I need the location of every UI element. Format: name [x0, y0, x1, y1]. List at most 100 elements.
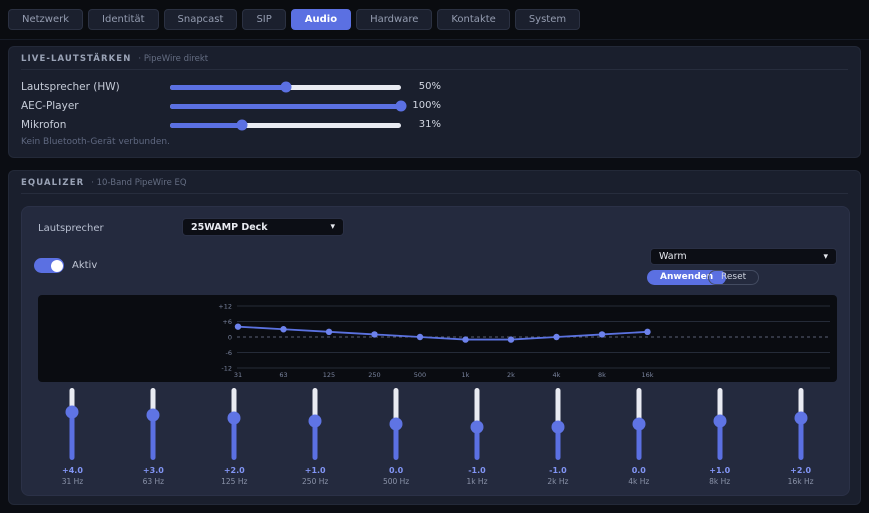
svg-text:63: 63	[279, 371, 287, 379]
band-gain-value: 0.0	[388, 466, 404, 475]
svg-text:2k: 2k	[507, 371, 515, 379]
tab-audio[interactable]: Audio	[290, 9, 352, 30]
band-track	[474, 388, 480, 460]
band-thumb[interactable]	[713, 414, 727, 428]
toggle-knob	[50, 259, 63, 272]
tab-sip[interactable]: SIP	[242, 9, 286, 30]
tab-hardware[interactable]: Hardware	[356, 9, 433, 30]
band-track	[312, 388, 318, 460]
band-track	[393, 388, 399, 460]
band-thumb[interactable]	[470, 420, 484, 434]
eq-band: +2.0 16k Hz	[760, 388, 841, 490]
eq-band: +1.0 8k Hz	[679, 388, 760, 490]
band-thumb[interactable]	[146, 408, 160, 422]
volume-row: AEC-Player 100%	[21, 97, 848, 115]
eq-active-label: Aktiv	[72, 260, 98, 271]
band-thumb[interactable]	[308, 414, 322, 428]
preset-value: Warm	[659, 251, 687, 262]
eq-band: 0.0 4k Hz	[598, 388, 679, 490]
tab-snapcast[interactable]: Snapcast	[163, 9, 238, 30]
volume-label: AEC-Player	[21, 100, 79, 112]
band-thumb[interactable]	[632, 417, 646, 431]
eq-band: +1.0 250 Hz	[275, 388, 356, 490]
band-frequency: 63 Hz	[142, 477, 165, 486]
volume-value: 31%	[418, 119, 441, 130]
eq-band: -1.0 2k Hz	[517, 388, 598, 490]
slider-thumb[interactable]	[236, 119, 248, 131]
eq-band-slider[interactable]	[389, 388, 403, 460]
tab-kontakte[interactable]: Kontakte	[437, 9, 510, 30]
output-device-select[interactable]: 25WAMP Deck ▾	[182, 218, 344, 236]
eq-bands: +4.0 31 Hz +3.0 63 Hz +2.0 125 Hz +1.0 250 Hz 0.…	[32, 388, 841, 490]
svg-text:0: 0	[228, 333, 232, 341]
eq-band-slider[interactable]	[470, 388, 484, 460]
band-track	[717, 388, 723, 460]
equalizer-title: EQUALIZER	[21, 178, 85, 188]
band-thumb[interactable]	[65, 405, 79, 419]
apply-button[interactable]: Anwenden	[647, 270, 727, 285]
eq-band-slider[interactable]	[713, 388, 727, 460]
chevron-down-icon: ▾	[823, 251, 828, 262]
equalizer-panel: Lautsprecher 25WAMP Deck ▾ Warm ▾ Aktiv …	[21, 206, 850, 496]
eq-band: -1.0 1k Hz	[437, 388, 518, 490]
band-thumb[interactable]	[227, 411, 241, 425]
svg-text:8k: 8k	[598, 371, 606, 379]
eq-band: +2.0 125 Hz	[194, 388, 275, 490]
eq-band-slider[interactable]	[632, 388, 646, 460]
volume-slider[interactable]	[170, 119, 401, 131]
band-frequency: 16k Hz	[787, 477, 814, 486]
chevron-down-icon: ▾	[330, 222, 335, 232]
svg-text:-12: -12	[221, 364, 232, 372]
eq-band-slider[interactable]	[65, 388, 79, 460]
equalizer-header: EQUALIZER · 10-Band PipeWire EQ	[21, 178, 187, 188]
band-thumb[interactable]	[551, 420, 565, 434]
tab-system[interactable]: System	[514, 9, 581, 30]
band-gain-value: +2.0	[223, 466, 245, 475]
slider-thumb[interactable]	[395, 100, 407, 112]
band-track	[231, 388, 237, 460]
eq-band-slider[interactable]	[308, 388, 322, 460]
volume-row: Lautsprecher (HW) 50%	[21, 78, 848, 96]
band-frequency: 250 Hz	[302, 477, 329, 486]
volume-row: Mikrofon 31%	[21, 116, 848, 134]
svg-text:4k: 4k	[553, 371, 561, 379]
band-frequency: 31 Hz	[61, 477, 84, 486]
eq-band-slider[interactable]	[146, 388, 160, 460]
eq-band-slider[interactable]	[227, 388, 241, 460]
preset-select[interactable]: Warm ▾	[650, 248, 837, 265]
band-gain-value: +4.0	[62, 466, 83, 475]
band-track	[69, 388, 75, 460]
slider-thumb[interactable]	[280, 81, 291, 93]
band-track	[798, 388, 804, 460]
reset-button[interactable]: Reset	[708, 270, 760, 285]
band-track	[555, 388, 561, 460]
band-gain-value: +1.0	[709, 466, 731, 475]
eq-active-toggle[interactable]	[34, 258, 64, 273]
tab-netzwerk[interactable]: Netzwerk	[8, 9, 84, 30]
eq-band-slider[interactable]	[551, 388, 565, 460]
equalizer-card: EQUALIZER · 10-Band PipeWire EQ Lautspre…	[8, 170, 861, 505]
svg-text:125: 125	[323, 371, 335, 379]
band-frequency: 8k Hz	[709, 477, 731, 486]
eq-band-slider[interactable]	[794, 388, 808, 460]
svg-text:250: 250	[368, 371, 380, 379]
tab-identität[interactable]: Identität	[88, 9, 159, 30]
svg-text:500: 500	[414, 371, 426, 379]
live-volumes-title: LIVE-LAUTSTÄRKEN	[21, 54, 132, 64]
band-gain-value: -1.0	[468, 466, 486, 475]
svg-text:31: 31	[234, 371, 242, 379]
divider	[21, 193, 848, 194]
band-frequency: 2k Hz	[547, 477, 569, 486]
band-thumb[interactable]	[794, 411, 808, 425]
volume-slider[interactable]	[170, 81, 401, 93]
band-gain-value: +3.0	[142, 466, 164, 475]
band-frequency: 1k Hz	[466, 477, 488, 486]
slider-fill	[170, 123, 242, 128]
eq-band: +3.0 63 Hz	[113, 388, 194, 490]
slider-fill	[170, 85, 286, 90]
equalizer-subtitle: · 10-Band PipeWire EQ	[91, 178, 187, 188]
band-thumb[interactable]	[389, 417, 403, 431]
eq-band: 0.0 500 Hz	[356, 388, 437, 490]
volume-slider[interactable]	[170, 100, 407, 112]
svg-text:+6: +6	[222, 318, 232, 326]
